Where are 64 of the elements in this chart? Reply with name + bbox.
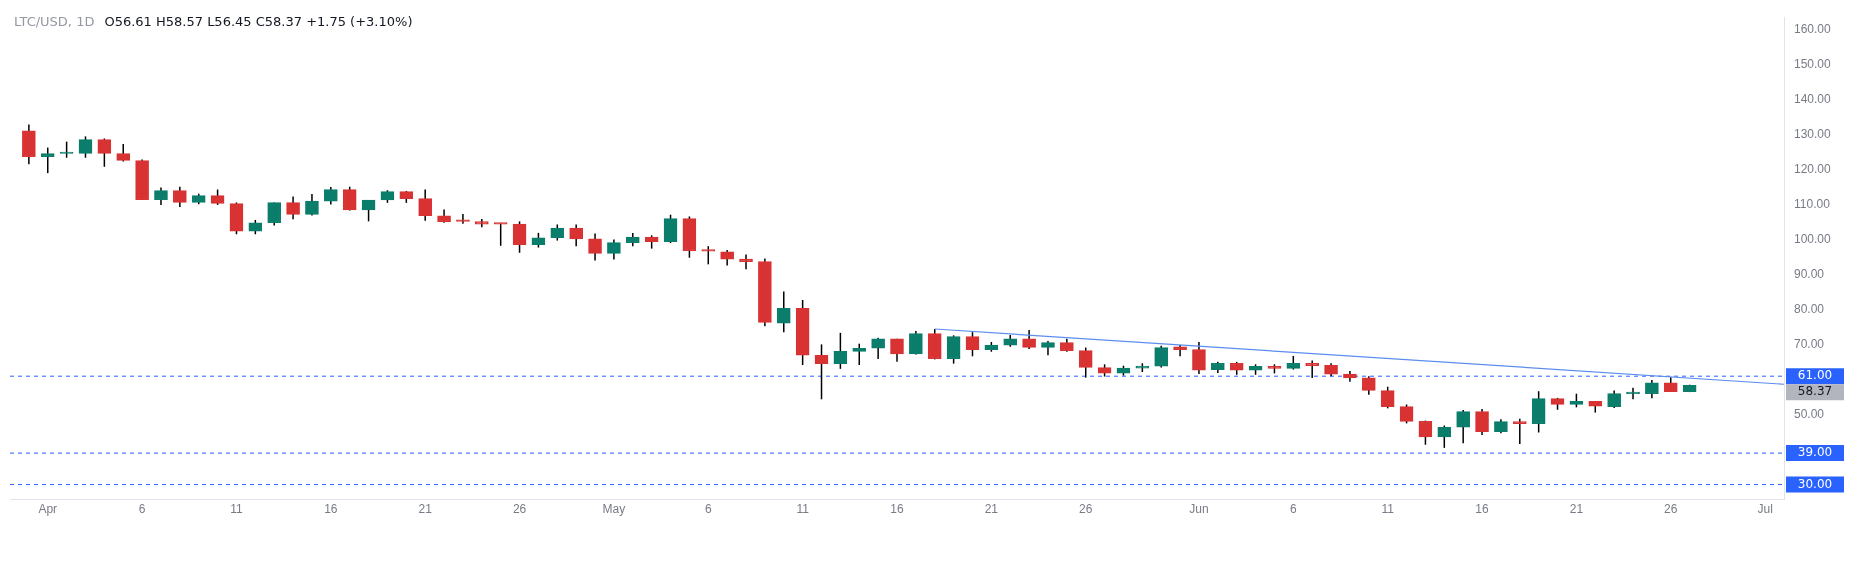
x-tick-label: May bbox=[602, 502, 626, 517]
candlestick bbox=[569, 223, 583, 247]
x-tick-label: 26 bbox=[1664, 502, 1678, 517]
candlestick bbox=[1512, 418, 1527, 445]
x-tick-label: Jul bbox=[1757, 502, 1773, 517]
y-tick-label: 80.00 bbox=[1794, 302, 1825, 317]
x-tick-label: 21 bbox=[1569, 502, 1584, 517]
y-tick-label: 110.00 bbox=[1794, 197, 1831, 212]
candlestick bbox=[1531, 390, 1546, 434]
ref-line-label: 30.00 bbox=[1797, 476, 1833, 491]
y-tick-label: 100.00 bbox=[1794, 232, 1832, 247]
y-tick-label: 150.00 bbox=[1794, 57, 1832, 72]
candlestick bbox=[361, 199, 376, 223]
candlestick bbox=[927, 328, 942, 361]
x-tick-label: 21 bbox=[418, 502, 433, 517]
y-tick-label: 50.00 bbox=[1794, 406, 1825, 421]
x-tick-label: 26 bbox=[512, 502, 527, 517]
x-tick-label: 11 bbox=[796, 502, 810, 517]
x-tick-label: 11 bbox=[1381, 502, 1395, 517]
candlestick bbox=[512, 220, 527, 254]
x-tick-label: Jun bbox=[1189, 502, 1209, 517]
candlestick bbox=[1475, 408, 1489, 436]
x-tick-label: 16 bbox=[1475, 502, 1490, 517]
candlestick bbox=[814, 343, 829, 401]
candlestick bbox=[946, 334, 961, 365]
text: 58.37 bbox=[1797, 384, 1833, 399]
ref-line-label: 61.00 bbox=[1797, 368, 1833, 383]
candlestick bbox=[1305, 359, 1320, 379]
y-tick-label: 120.00 bbox=[1794, 162, 1832, 177]
x-tick-label: 6 bbox=[704, 502, 712, 517]
chart-subtitle: O56.61 H58.57 L56.45 C58.37 +1.75 (+3.10%) bbox=[104, 14, 413, 29]
candlestick bbox=[701, 245, 716, 266]
y-tick-label: 90.00 bbox=[1794, 267, 1825, 282]
chart-title: LTC/USD, 1D bbox=[14, 14, 95, 29]
x-tick-label: 21 bbox=[984, 502, 999, 517]
x-tick-label: 6 bbox=[138, 502, 146, 517]
candlestick bbox=[1022, 329, 1036, 350]
x-tick-label: 16 bbox=[890, 502, 904, 517]
candlestick bbox=[456, 213, 470, 225]
y-tick-label: 160.00 bbox=[1794, 22, 1832, 37]
candlestick bbox=[1192, 341, 1206, 375]
candlestick bbox=[342, 185, 357, 212]
candlestick bbox=[97, 137, 112, 168]
ref-line-label: 39.00 bbox=[1797, 445, 1833, 460]
candlestick bbox=[852, 342, 867, 366]
candlestick bbox=[493, 222, 508, 247]
x-tick-label: Apr bbox=[38, 502, 58, 517]
candlestick bbox=[607, 238, 621, 261]
x-tick-label: 11 bbox=[230, 502, 244, 517]
candlestick bbox=[1437, 424, 1452, 449]
candlestick bbox=[909, 330, 923, 356]
x-tick-label: 16 bbox=[324, 502, 338, 517]
y-tick-label: 70.00 bbox=[1794, 337, 1825, 352]
y-tick-label: 140.00 bbox=[1794, 92, 1832, 107]
y-tick-label: 130.00 bbox=[1794, 127, 1832, 142]
candlestick bbox=[663, 213, 678, 244]
candlestick bbox=[965, 331, 980, 358]
candlestick bbox=[40, 146, 55, 174]
candlestick bbox=[833, 332, 848, 370]
candlestick bbox=[1645, 379, 1659, 399]
candlestick bbox=[776, 290, 791, 333]
candlestick bbox=[739, 253, 753, 270]
x-tick-label: 6 bbox=[1289, 502, 1297, 517]
x-tick-label: 26 bbox=[1079, 502, 1093, 517]
